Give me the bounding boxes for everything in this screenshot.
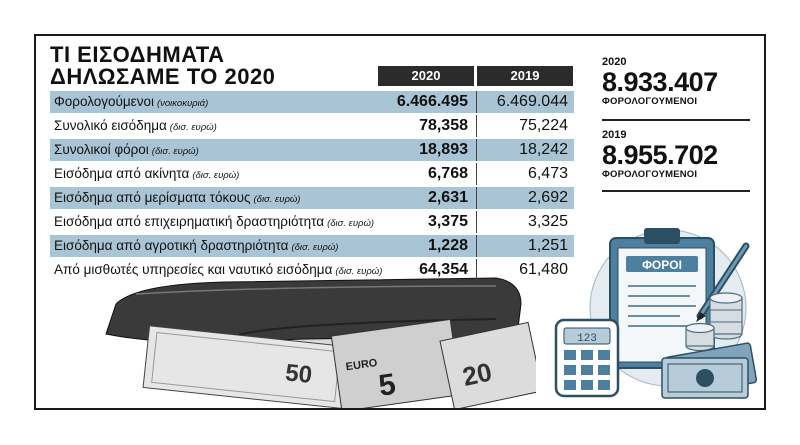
infographic-card: 50 EURO 5 20 ΤΙ ΕΙΣΟΔΗΜΑΤΑ ΔΗΛΩΣΑΜΕ ΤΟ 2… — [34, 34, 766, 410]
divider — [602, 119, 750, 121]
row-label: Από μισθωτές υπηρεσίες και ναυτικό εισόδ… — [54, 262, 383, 277]
row-unit: (δισ. ευρώ) — [192, 170, 240, 181]
value-2020: 6,768 — [427, 165, 468, 182]
row-unit: (δισ. ευρώ) — [169, 122, 217, 133]
page-title: ΤΙ ΕΙΣΟΔΗΜΑΤΑ ΔΗΛΩΣΑΜΕ ΤΟ 2020 — [50, 44, 275, 88]
banknotes-icon — [661, 342, 758, 399]
table-row: Εισόδημα από αγροτική δραστηριότητα (δισ.… — [50, 235, 574, 257]
row-unit: (δισ. ευρώ) — [253, 194, 301, 205]
value-2020: 3,375 — [427, 213, 468, 230]
table-row: Από μισθωτές υπηρεσίες και ναυτικό εισόδ… — [50, 259, 574, 281]
banknote-50-label: 50 — [284, 359, 313, 389]
row-label: Εισόδημα από αγροτική δραστηριότητα (δισ.… — [54, 238, 339, 253]
row-label: Συνολικό εισόδημα (δισ. ευρώ) — [54, 118, 217, 133]
tax-illustration: ΦΟΡΟΙ — [554, 228, 758, 399]
row-unit: (δισ. ευρώ) — [327, 218, 375, 229]
value-2019: 6.469.044 — [496, 93, 568, 110]
value-2020: 1,228 — [427, 237, 468, 254]
banknote-50: 50 — [142, 325, 350, 408]
table-row: Φορολογούμενοι (νοικοκυριά) 6.466.495 6.4… — [50, 91, 574, 113]
row-label: Εισόδημα από επιχειρηματική δραστηριότητ… — [54, 214, 375, 229]
value-2020: 6.466.495 — [396, 93, 468, 110]
stat-2019: 2019 8.955.702 ΦΟΡΟΛΟΓΟΥΜΕΝΟΙ — [602, 129, 752, 180]
table-row: Εισόδημα από επιχειρηματική δραστηριότητ… — [50, 211, 574, 233]
value-2019: 61,480 — [519, 261, 568, 278]
value-2020: 2,631 — [427, 189, 468, 206]
banknote-euro-label: EURO — [345, 357, 379, 373]
value-2019: 75,224 — [519, 117, 568, 134]
stat-caption: ΦΟΡΟΛΟΓΟΥΜΕΝΟΙ — [602, 169, 698, 180]
value-2020: 18,893 — [419, 141, 468, 158]
divider — [602, 190, 750, 192]
value-2019: 3,325 — [527, 213, 568, 230]
title-line-2: ΔΗΛΩΣΑΜΕ ΤΟ 2020 — [50, 64, 276, 89]
pen-icon — [696, 242, 750, 322]
title-line-1: ΤΙ ΕΙΣΟΔΗΜΑΤΑ — [50, 42, 225, 67]
wallet-money-illustration: 50 EURO 5 20 — [105, 277, 536, 408]
row-label: Εισόδημα από ακίνητα (δισ. ευρώ) — [54, 166, 240, 181]
column-header-2019: 2019 — [477, 66, 573, 86]
value-2020: 64,354 — [419, 261, 468, 278]
table-row: Εισόδημα από ακίνητα (δισ. ευρώ) 6,768 6,… — [50, 163, 574, 185]
row-unit: (δισ. ευρώ) — [291, 242, 339, 253]
stat-year: 2020 — [602, 56, 627, 68]
row-label: Συνολικοί φόροι (δισ. ευρώ) — [54, 142, 199, 157]
table-row: Εισόδημα από μερίσματα τόκους (δισ. ευρώ)… — [50, 187, 574, 209]
row-label: Φορολογούμενοι (νοικοκυριά) — [54, 94, 209, 109]
stat-2020: 2020 8.933.407 ΦΟΡΟΛΟΓΟΥΜΕΝΟΙ — [602, 56, 752, 107]
row-unit: (νοικοκυριά) — [156, 98, 209, 109]
row-unit: (δισ. ευρώ) — [335, 266, 383, 277]
banknote-5-label: 5 — [377, 368, 398, 403]
value-2019: 18,242 — [519, 141, 568, 158]
row-unit: (δισ. ευρώ) — [151, 146, 199, 157]
value-2019: 6,473 — [527, 165, 568, 182]
clipboard-label: ΦΟΡΟΙ — [642, 258, 682, 272]
calculator-display: 123 — [577, 333, 597, 345]
calculator-icon: 123 — [554, 318, 620, 398]
table-row: Συνολικοί φόροι (δισ. ευρώ) 18,893 18,242 — [50, 139, 574, 161]
table-row: Συνολικό εισόδημα (δισ. ευρώ) 78,358 75,2… — [50, 115, 574, 137]
column-header-2020: 2020 — [378, 66, 474, 86]
stat-value: 8.955.702 — [602, 140, 718, 170]
stat-year: 2019 — [602, 129, 627, 141]
value-2019: 1,251 — [527, 237, 568, 254]
coins-icon — [685, 292, 743, 352]
banknote-20-label: 20 — [460, 356, 495, 391]
stat-value: 8.933.407 — [602, 67, 718, 97]
row-label: Εισόδημα από μερίσματα τόκους (δισ. ευρώ) — [54, 190, 301, 205]
banknote-20: 20 — [439, 321, 536, 408]
stat-caption: ΦΟΡΟΛΟΓΟΥΜΕΝΟΙ — [602, 96, 698, 107]
value-2020: 78,358 — [419, 117, 468, 134]
value-2019: 2,692 — [527, 189, 568, 206]
